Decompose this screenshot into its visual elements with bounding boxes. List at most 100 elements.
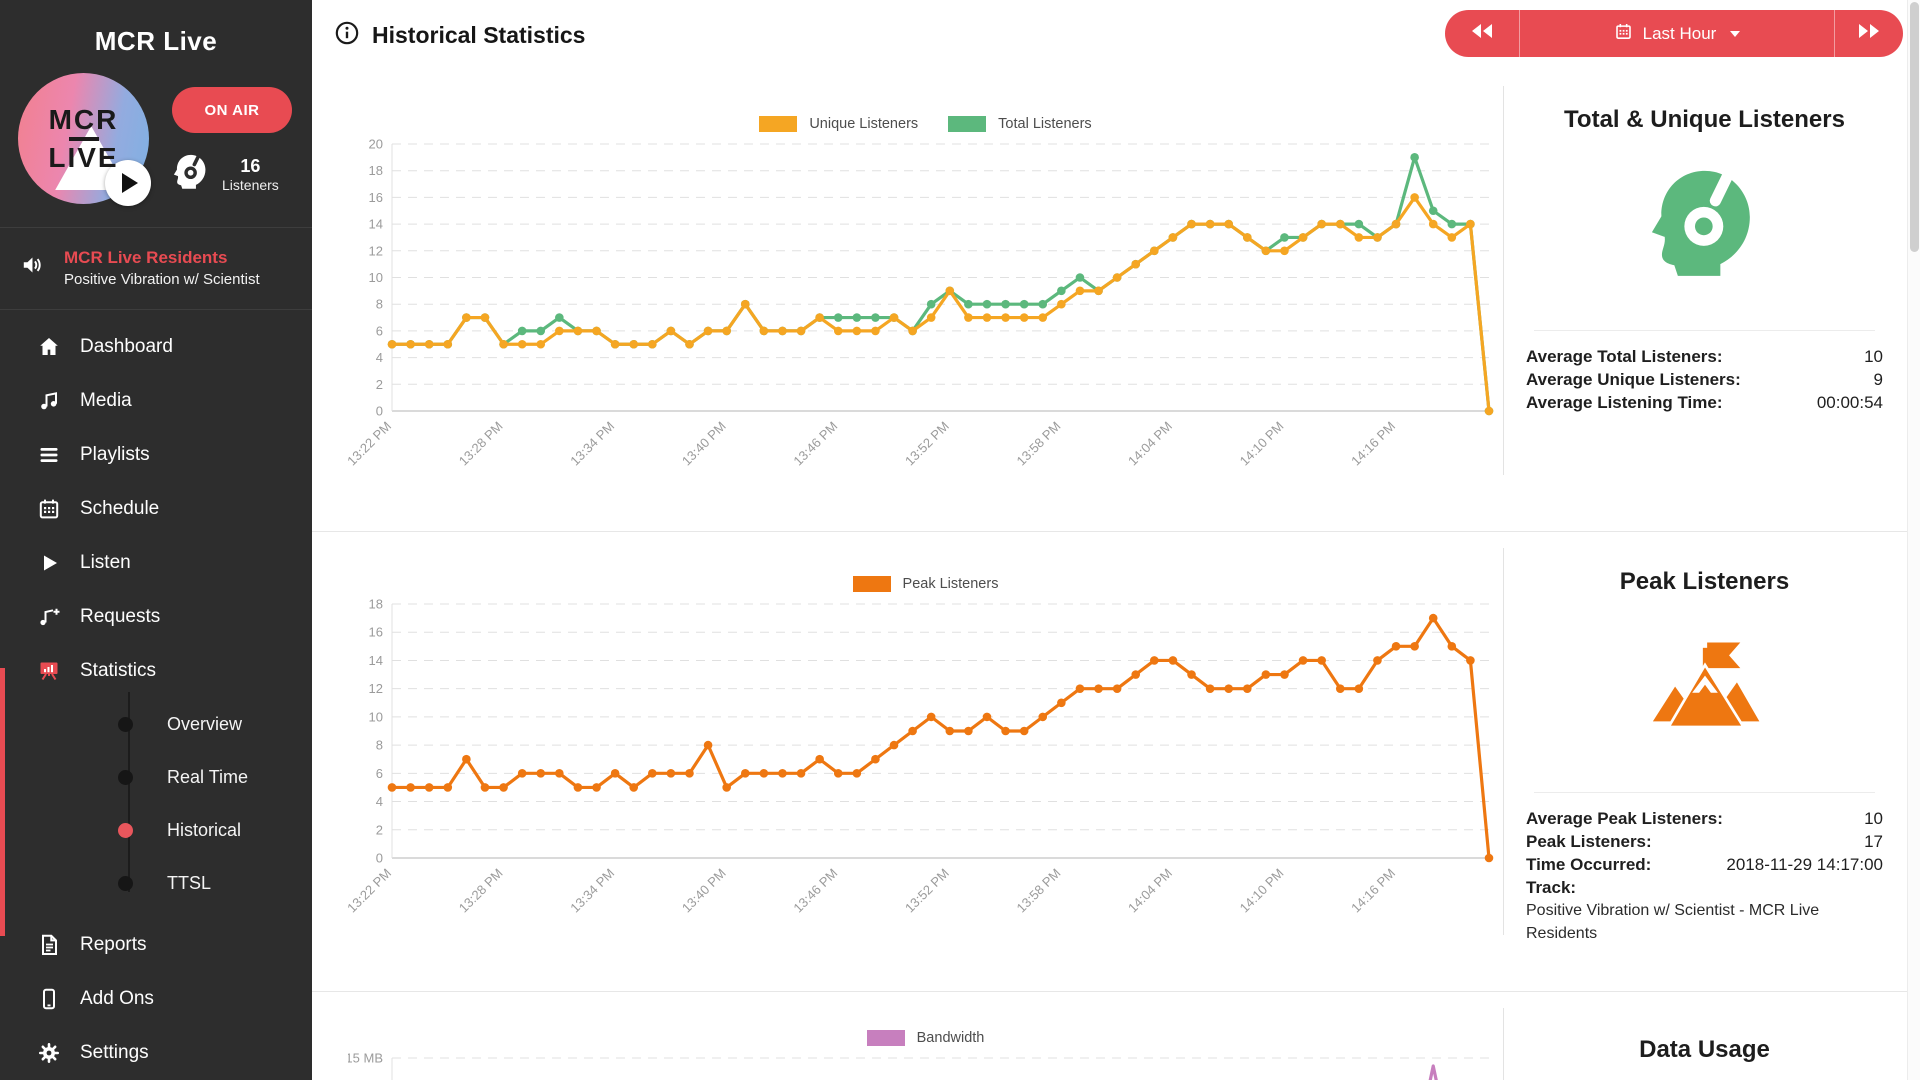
svg-text:12: 12	[369, 681, 383, 696]
peak-track-name: Positive Vibration w/ Scientist - MCR Li…	[1526, 902, 1820, 942]
sidebar-item-playlists[interactable]: Playlists	[0, 428, 312, 482]
date-range-control: Last Hour	[1445, 10, 1903, 57]
sidebar-item-label: Dashboard	[80, 336, 173, 357]
svg-text:20: 20	[369, 138, 383, 152]
sidebar-item-reports[interactable]: Reports	[0, 918, 312, 972]
sidebar-nav-bottom: Reports Add Ons Settings	[0, 910, 312, 1080]
sidebar-item-label: Reports	[80, 934, 147, 955]
sidebar-item-schedule[interactable]: Schedule	[0, 482, 312, 536]
range-prev-button[interactable]	[1445, 10, 1519, 57]
svg-text:2: 2	[376, 822, 383, 837]
sidebar-item-addons[interactable]: Add Ons	[0, 972, 312, 1026]
svg-text:13:28 PM: 13:28 PM	[456, 419, 506, 469]
sidebar-item-listen[interactable]: Listen	[0, 536, 312, 590]
svg-text:13:22 PM: 13:22 PM	[348, 419, 394, 469]
logo-divider	[68, 136, 99, 141]
panel-title: Data Usage	[1639, 1036, 1770, 1063]
stat-row: Track:	[1526, 876, 1883, 899]
vertical-divider	[1503, 1008, 1504, 1080]
info-icon[interactable]	[334, 20, 360, 51]
top-bar: Historical Statistics Last Hour	[312, 0, 1920, 70]
stat-value: 00:00:54	[1816, 393, 1883, 412]
svg-text:14:10 PM: 14:10 PM	[1237, 866, 1287, 916]
station-logo[interactable]: MCR LIVE	[18, 73, 151, 206]
svg-text:0: 0	[376, 404, 383, 419]
chart-board-icon	[36, 659, 62, 683]
sidebar-item-label: Listen	[80, 552, 131, 573]
range-label: Last Hour	[1642, 23, 1717, 43]
chart-legend: Unique Listeners Total Listeners	[348, 114, 1503, 134]
stat-label: Track:	[1526, 878, 1577, 897]
page-title: Historical Statistics	[372, 21, 586, 48]
panel-title: Peak Listeners	[1619, 568, 1790, 595]
svg-text:8: 8	[376, 738, 383, 753]
speaker-icon	[20, 252, 46, 283]
sidebar-item-media[interactable]: Media	[0, 374, 312, 428]
dot	[118, 770, 133, 785]
section-peak-listeners: Peak Listeners 0 2 4 6 8 10 12 14 16 18 13:22 PM 13…	[312, 531, 1920, 991]
scrollbar-thumb[interactable]	[1910, 2, 1919, 252]
sidebar-item-statistics[interactable]: Statistics	[0, 644, 312, 698]
headphones-head-icon	[172, 153, 210, 196]
svg-text:13:52 PM: 13:52 PM	[902, 419, 952, 469]
svg-text:18: 18	[369, 163, 383, 178]
scrollbar[interactable]	[1907, 0, 1920, 1080]
subnav-item-ttsl[interactable]: TTSL	[0, 857, 312, 910]
chart-legend: Bandwidth	[348, 1028, 1503, 1048]
legend-swatch	[759, 116, 798, 132]
svg-text:13:28 PM: 13:28 PM	[456, 866, 506, 916]
legend-item[interactable]: Peak Listeners	[852, 576, 999, 592]
now-playing[interactable]: MCR Live Residents Positive Vibration w/…	[0, 232, 312, 305]
stat-value: 10	[1864, 347, 1883, 366]
panel-title: Total & Unique Listeners	[1564, 106, 1845, 133]
legend-item[interactable]: Unique Listeners	[759, 116, 918, 132]
now-playing-track: Positive Vibration w/ Scientist	[64, 271, 260, 288]
station-block: MCR LIVE ON AIR 16 Listeners	[0, 73, 312, 223]
range-next-button[interactable]	[1835, 10, 1903, 57]
subnav-item-historical[interactable]: Historical	[0, 804, 312, 857]
svg-text:14:16 PM: 14:16 PM	[1348, 866, 1398, 916]
svg-text:14:16 PM: 14:16 PM	[1348, 419, 1398, 469]
chart-bandwidth: Bandwidth 0 MB3 MB6 MB9 MB12 MB15 MB13:2…	[348, 992, 1503, 1080]
sidebar-divider	[0, 309, 312, 310]
double-left-arrow-icon	[1469, 21, 1495, 46]
legend-item[interactable]: Total Listeners	[948, 116, 1092, 132]
svg-text:18: 18	[369, 598, 383, 612]
date-range-button[interactable]: Last Hour	[1519, 10, 1835, 57]
legend-item[interactable]: Bandwidth	[866, 1030, 985, 1046]
line-chart-total-unique-listeners: 0 2 4 6 8 10 12 14 16 18 20 13:22 PM 13:28 PM 13:34 P…	[348, 138, 1494, 469]
svg-text:14: 14	[369, 653, 383, 668]
stat-row: Average Total Listeners: 10	[1526, 345, 1883, 368]
sidebar-item-label: Media	[80, 390, 132, 411]
svg-text:15 MB: 15 MB	[348, 1052, 383, 1066]
sidebar-item-label: Requests	[80, 606, 161, 627]
stats-list: Average Peak Listeners: 10 Peak Listeners…	[1526, 807, 1883, 899]
subnav-item-label: Real Time	[167, 767, 249, 787]
stat-label: Peak Listeners:	[1526, 832, 1652, 851]
section-data-usage: Bandwidth 0 MB3 MB6 MB9 MB12 MB15 MB13:2…	[312, 991, 1920, 1080]
sidebar-item-label: Statistics	[80, 660, 157, 681]
subnav-item-real-time[interactable]: Real Time	[0, 751, 312, 804]
main-content: Historical Statistics Last Hour Unique L	[312, 0, 1920, 1080]
svg-text:13:46 PM: 13:46 PM	[790, 419, 840, 469]
gear-icon	[36, 1041, 62, 1065]
legend-swatch	[948, 116, 987, 132]
sidebar: MCR Live MCR LIVE ON AIR 16 Listeners	[0, 0, 312, 1080]
legend-label: Bandwidth	[916, 1030, 985, 1046]
svg-text:13:40 PM: 13:40 PM	[679, 419, 729, 469]
calendar-icon	[36, 497, 62, 521]
subnav-item-overview[interactable]: Overview	[0, 698, 312, 751]
sidebar-item-settings[interactable]: Settings	[0, 1026, 312, 1080]
mountain-flag-icon	[1526, 616, 1883, 756]
play-button[interactable]	[105, 160, 151, 206]
sidebar-item-dashboard[interactable]: Dashboard	[0, 320, 312, 374]
sidebar-item-label: Add Ons	[80, 988, 154, 1009]
stat-value: 9	[1873, 370, 1883, 389]
legend-label: Peak Listeners	[902, 576, 999, 592]
panel-data-usage: Data Usage	[1504, 992, 1905, 1080]
sidebar-item-requests[interactable]: Requests	[0, 590, 312, 644]
stat-label: Average Total Listeners:	[1526, 347, 1723, 366]
legend-swatch	[852, 576, 891, 592]
svg-text:13:58 PM: 13:58 PM	[1014, 866, 1064, 916]
panel-divider	[1534, 792, 1875, 793]
